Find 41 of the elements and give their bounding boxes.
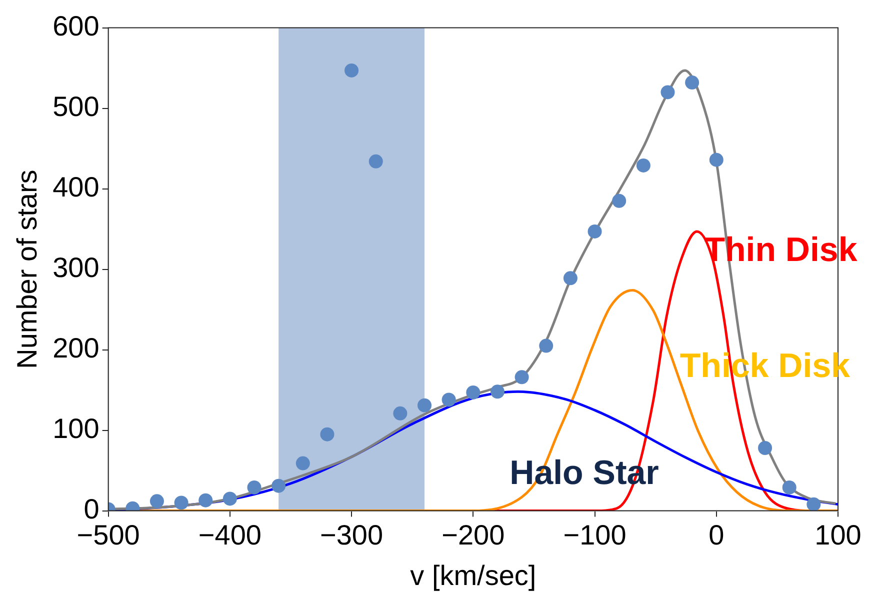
- point: [174, 496, 188, 510]
- point: [150, 494, 164, 508]
- y-tick-label: 400: [52, 172, 100, 203]
- point: [272, 478, 286, 493]
- y-axis-title: Number of stars: [12, 170, 43, 369]
- point: [393, 406, 408, 420]
- point: [514, 370, 529, 384]
- point: [588, 224, 602, 238]
- point: [490, 384, 504, 399]
- point: [442, 392, 456, 407]
- y-tick-label: 100: [52, 413, 100, 444]
- point: [685, 76, 700, 90]
- x-tick-label: −100: [563, 519, 626, 550]
- point: [539, 338, 554, 353]
- point: [320, 427, 334, 442]
- point: [198, 493, 213, 508]
- y-tick-label: 600: [52, 10, 100, 42]
- point: [418, 398, 432, 412]
- y-tick-label: 200: [52, 332, 100, 364]
- x-tick-label: −300: [320, 519, 384, 550]
- y-tick-label: 300: [52, 252, 100, 284]
- x-tick-label: −200: [442, 519, 505, 550]
- point: [368, 154, 383, 168]
- point: [344, 63, 359, 78]
- point: [466, 385, 480, 400]
- point: [660, 85, 675, 100]
- point: [247, 480, 262, 494]
- point: [296, 456, 310, 470]
- point: [612, 194, 626, 208]
- x-tick-label: −400: [198, 519, 262, 550]
- y-tick-label: 500: [52, 91, 100, 122]
- x-axis-title: v [km/sec]: [410, 560, 536, 591]
- point: [709, 152, 724, 167]
- point: [782, 480, 796, 494]
- x-tick-label: 0: [708, 519, 724, 550]
- point: [758, 441, 772, 456]
- point: [222, 492, 237, 506]
- x-tick-label: 100: [814, 519, 862, 550]
- point: [636, 158, 650, 172]
- point: [563, 271, 578, 286]
- point: [806, 497, 821, 511]
